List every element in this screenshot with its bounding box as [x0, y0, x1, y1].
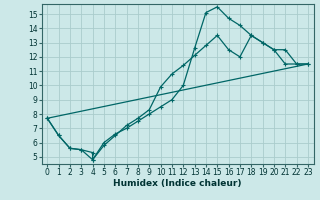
X-axis label: Humidex (Indice chaleur): Humidex (Indice chaleur) [113, 179, 242, 188]
